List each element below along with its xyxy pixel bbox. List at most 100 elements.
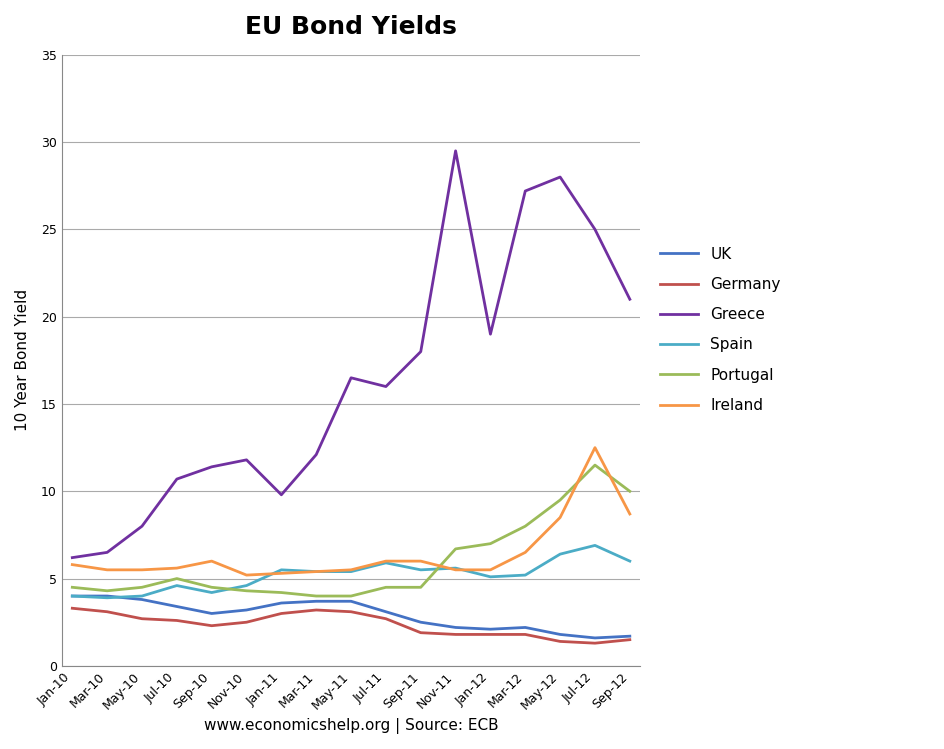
Greece [414, 347, 426, 356]
Line: Greece: Greece [73, 151, 629, 557]
Germany [206, 621, 217, 630]
Germany [345, 607, 356, 616]
Ireland [241, 571, 252, 580]
Ireland [101, 565, 112, 574]
Ireland [554, 513, 565, 522]
Portugal [345, 592, 356, 601]
Spain [379, 558, 391, 567]
UK [276, 598, 287, 607]
Spain [623, 557, 634, 565]
UK [449, 623, 461, 632]
Ireland [136, 565, 147, 574]
Greece [554, 172, 565, 181]
UK [171, 602, 182, 611]
Portugal [276, 588, 287, 597]
Germany [241, 618, 252, 627]
Greece [345, 373, 356, 382]
Ireland [379, 557, 391, 565]
Ireland [67, 560, 78, 569]
Line: Ireland: Ireland [73, 448, 629, 575]
Y-axis label: 10 Year Bond Yield: 10 Year Bond Yield [15, 289, 30, 431]
Portugal [171, 574, 182, 583]
X-axis label: www.economicshelp.org | Source: ECB: www.economicshelp.org | Source: ECB [204, 718, 497, 734]
Ireland [519, 548, 531, 557]
Ireland [171, 563, 182, 572]
UK [379, 607, 391, 616]
UK [311, 597, 322, 606]
Spain [484, 572, 496, 581]
Ireland [276, 568, 287, 577]
Spain [241, 581, 252, 590]
Ireland [484, 565, 496, 574]
Portugal [484, 539, 496, 548]
Portugal [101, 586, 112, 595]
Greece [101, 548, 112, 557]
Germany [554, 637, 565, 646]
UK [519, 623, 531, 632]
Ireland [414, 557, 426, 565]
Spain [519, 571, 531, 580]
Portugal [449, 545, 461, 554]
UK [414, 618, 426, 627]
Spain [414, 565, 426, 574]
Spain [589, 541, 600, 550]
Spain [554, 550, 565, 559]
Greece [589, 225, 600, 234]
Spain [449, 563, 461, 572]
Portugal [519, 522, 531, 531]
Ireland [449, 565, 461, 574]
Germany [101, 607, 112, 616]
Ireland [623, 509, 634, 518]
Spain [345, 567, 356, 576]
Greece [171, 475, 182, 484]
Germany [311, 605, 322, 614]
UK [206, 609, 217, 618]
Germany [589, 639, 600, 648]
Germany [379, 614, 391, 623]
Greece [136, 522, 147, 531]
Germany [484, 630, 496, 639]
Germany [136, 614, 147, 623]
Spain [206, 588, 217, 597]
Germany [414, 628, 426, 637]
Greece [519, 187, 531, 195]
Spain [171, 581, 182, 590]
Germany [623, 635, 634, 644]
Germany [449, 630, 461, 639]
Greece [623, 295, 634, 304]
Portugal [67, 583, 78, 592]
Portugal [589, 461, 600, 470]
Portugal [206, 583, 217, 592]
Spain [67, 592, 78, 601]
Title: EU Bond Yields: EU Bond Yields [244, 15, 457, 39]
Ireland [311, 567, 322, 576]
Portugal [414, 583, 426, 592]
Greece [484, 330, 496, 339]
Spain [276, 565, 287, 574]
Line: Germany: Germany [73, 608, 629, 643]
Greece [241, 455, 252, 464]
Line: Portugal: Portugal [73, 465, 629, 596]
Germany [67, 604, 78, 613]
Legend: UK, Germany, Greece, Spain, Portugal, Ireland: UK, Germany, Greece, Spain, Portugal, Ir… [653, 240, 785, 419]
Spain [311, 567, 322, 576]
UK [136, 595, 147, 604]
Portugal [379, 583, 391, 592]
Greece [379, 382, 391, 391]
UK [241, 605, 252, 614]
Ireland [345, 565, 356, 574]
UK [554, 630, 565, 639]
Greece [449, 146, 461, 155]
Ireland [589, 443, 600, 452]
Line: UK: UK [73, 596, 629, 638]
Portugal [554, 496, 565, 505]
Ireland [206, 557, 217, 565]
Portugal [241, 586, 252, 595]
Greece [276, 491, 287, 500]
Greece [67, 553, 78, 562]
UK [589, 634, 600, 643]
UK [623, 631, 634, 640]
Germany [171, 616, 182, 625]
UK [484, 625, 496, 634]
Germany [276, 609, 287, 618]
